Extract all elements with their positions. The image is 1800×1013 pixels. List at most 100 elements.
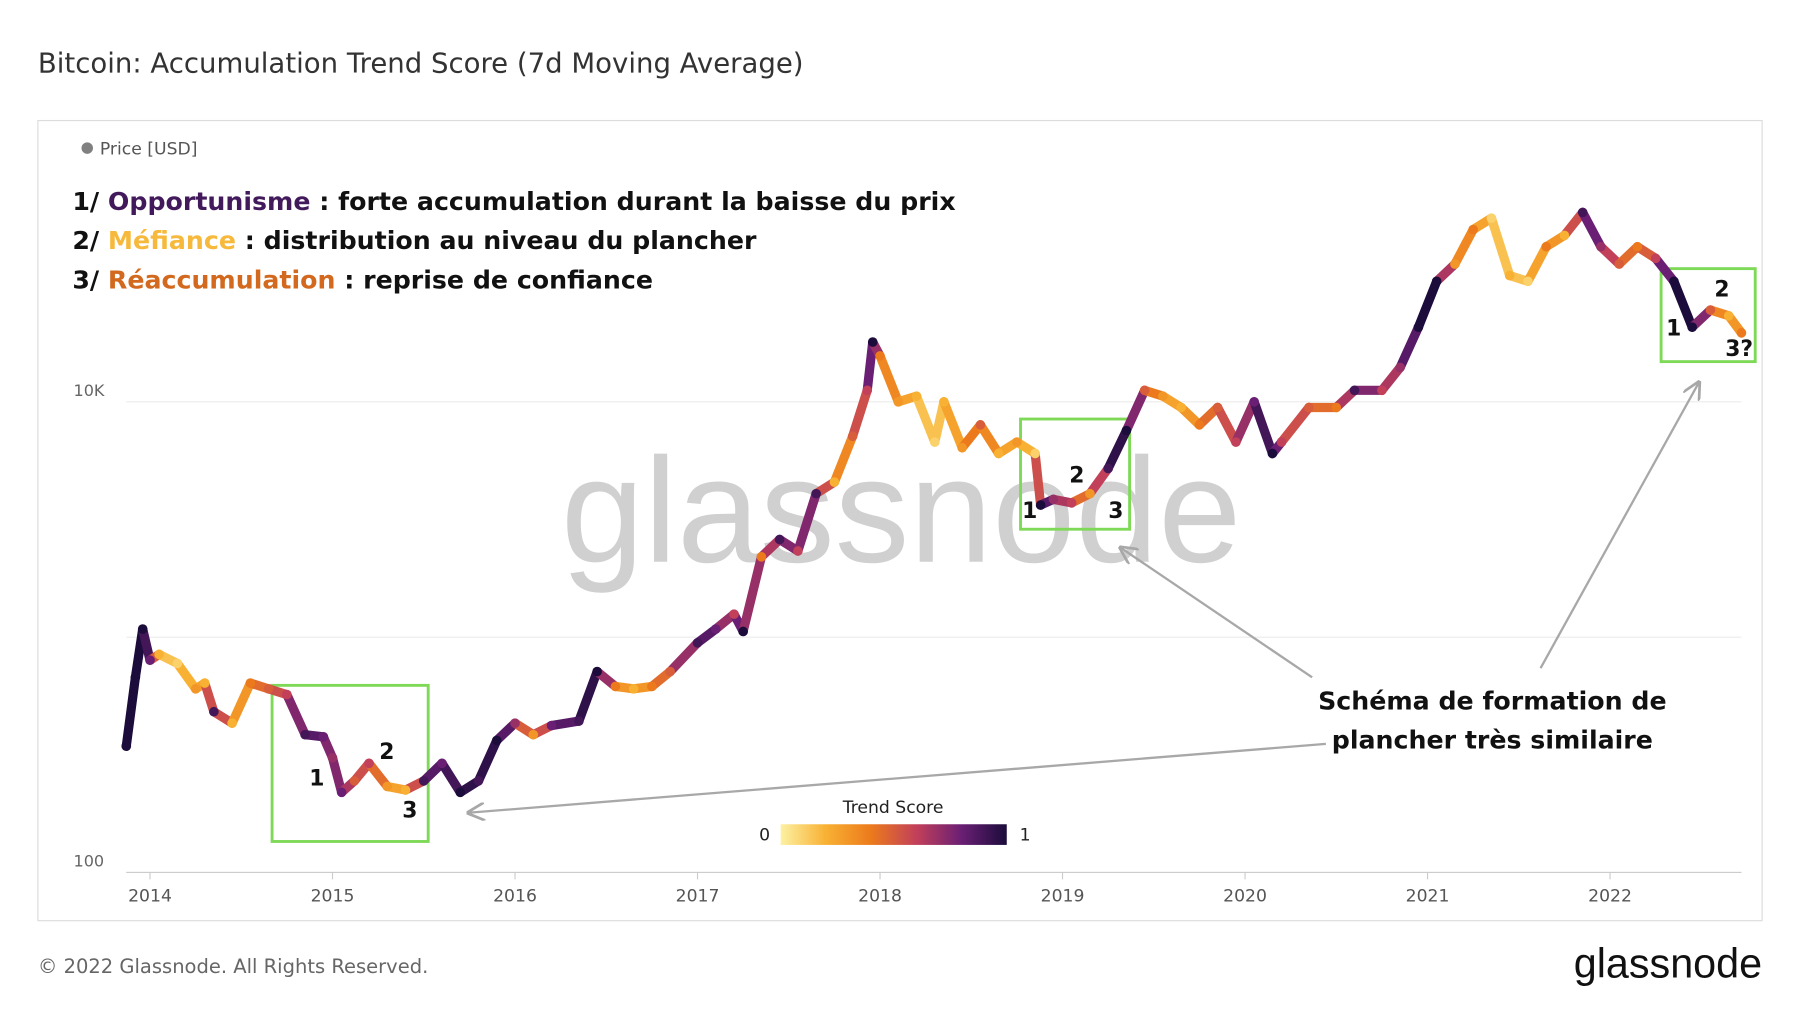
price-point: [738, 626, 748, 637]
price-point: [1158, 391, 1168, 401]
price-point: [1705, 305, 1716, 315]
line-segment: [957, 420, 985, 453]
arrow: [1539, 382, 1699, 669]
y-tick-label: 100: [73, 852, 104, 871]
note-part: : distribution au niveau du plancher: [236, 226, 757, 255]
plot-frame: [37, 119, 1763, 922]
price-point: [1030, 448, 1040, 459]
price-point: [939, 396, 949, 407]
price-point: [911, 391, 922, 401]
price-point: [847, 431, 858, 442]
price-point: [245, 678, 256, 688]
price-point: [318, 732, 329, 742]
line-segment: [1669, 276, 1697, 332]
logo: glassnode: [1574, 941, 1762, 987]
note-part: Réaccumulation: [108, 265, 336, 294]
price-point: [1331, 402, 1342, 413]
price-point: [145, 655, 155, 666]
line-segment: [1377, 362, 1405, 395]
price-point: [437, 758, 447, 769]
line-segment: [1450, 224, 1478, 269]
price-point: [929, 437, 940, 447]
price-point: [1249, 396, 1259, 407]
price-point: [455, 787, 466, 798]
price-point: [1632, 241, 1643, 252]
box-label: 3?: [1725, 337, 1753, 362]
line-segment: [327, 753, 347, 797]
arrow: [1120, 548, 1313, 679]
price-point: [1395, 362, 1405, 373]
price-point: [1267, 448, 1278, 459]
callout: Schéma de formation de: [1318, 687, 1667, 716]
price-point: [665, 666, 675, 677]
box-label: 2: [379, 740, 394, 765]
price-point: [1103, 463, 1113, 474]
x-tick-label: 2019: [1041, 887, 1085, 907]
line-segment: [1578, 207, 1606, 252]
price-point: [647, 681, 657, 692]
line-segment: [172, 658, 201, 694]
price-point: [875, 351, 885, 361]
price-point: [893, 396, 904, 407]
price-point: [209, 706, 219, 717]
price-point: [1650, 253, 1661, 264]
price-point: [628, 684, 639, 694]
arrow: [468, 742, 1326, 813]
price-point: [282, 689, 292, 700]
line-segment: [121, 672, 140, 751]
note-part: Méfiance: [108, 226, 236, 255]
price-point: [364, 758, 374, 769]
price-point: [1450, 259, 1460, 269]
x-tick-label: 2015: [311, 887, 355, 907]
price-point: [1687, 322, 1697, 333]
price-point: [1723, 310, 1734, 321]
price-point: [1085, 488, 1095, 499]
price-point: [1559, 230, 1570, 241]
line-segment: [1030, 448, 1046, 510]
price-point: [793, 546, 803, 556]
note-part: 1/: [72, 187, 108, 216]
x-tick-label: 2014: [128, 887, 172, 907]
footer: © 2022 Glassnode. All Rights Reserved.: [38, 955, 428, 978]
price-point: [1176, 402, 1186, 413]
note-part: 2/: [72, 226, 108, 255]
price-point: [137, 624, 148, 634]
chart-title: Bitcoin: Accumulation Trend Score (7d Mo…: [38, 47, 804, 79]
line-segment: [437, 758, 465, 797]
price-point: [756, 551, 767, 562]
colorbar-title: Trend Score: [842, 798, 944, 818]
price-point: [1212, 402, 1223, 413]
line-segment: [875, 351, 903, 407]
price-point: [1194, 420, 1205, 430]
price-point: [1035, 500, 1046, 510]
price-point: [610, 681, 621, 692]
price-point: [528, 729, 539, 740]
price-point: [592, 666, 602, 677]
price-point: [1614, 259, 1624, 269]
price-point: [327, 753, 338, 763]
price-point: [975, 420, 986, 430]
note: 3/ Réaccumulation : reprise de confiance: [72, 265, 653, 294]
line-segment: [975, 420, 1004, 459]
price-point: [1066, 498, 1077, 508]
highlight-box: [1019, 417, 1132, 531]
price-point: [1577, 207, 1588, 218]
x-tick-label: 2021: [1406, 887, 1450, 907]
line-segment: [1213, 402, 1241, 447]
line-segment: [738, 552, 766, 637]
note-part: : forte accumulation durant la baisse du…: [310, 187, 955, 216]
price-point: [1139, 385, 1150, 396]
price-point: [546, 720, 557, 731]
legend-label: Price [USD]: [100, 139, 198, 159]
price-point: [1431, 276, 1442, 287]
price-point: [1048, 494, 1059, 505]
line-segment: [1103, 425, 1132, 474]
price-point: [510, 718, 520, 728]
highlight-boxes: [270, 267, 1757, 843]
price-point: [710, 624, 721, 634]
price-point: [1486, 213, 1497, 223]
price-point: [190, 684, 201, 694]
price-point: [1276, 437, 1287, 447]
price-point: [1736, 328, 1747, 338]
price-point: [1541, 241, 1551, 252]
